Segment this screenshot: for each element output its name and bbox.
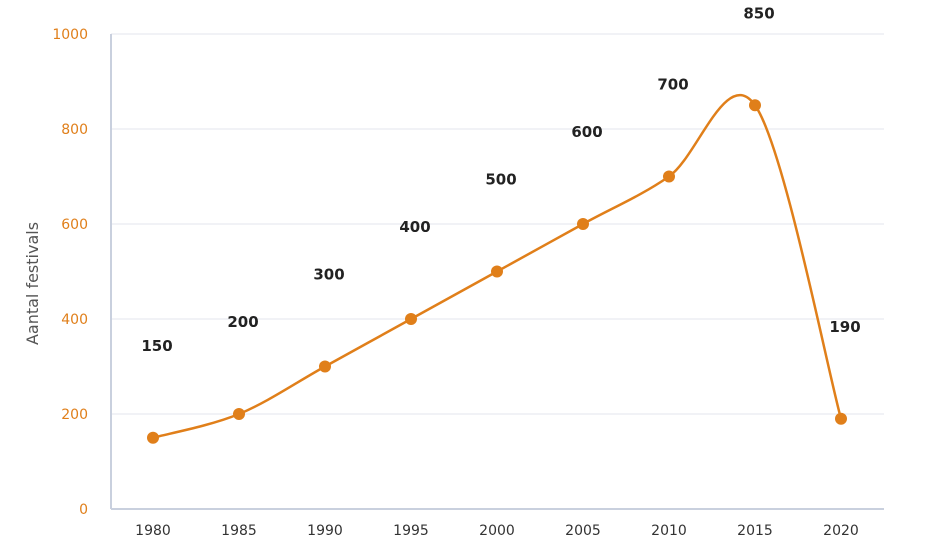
y-tick-label: 800 bbox=[61, 122, 88, 138]
x-tick-labels: 1980 1985 1990 1995 2000 2005 2010 2015 2020 bbox=[135, 523, 859, 539]
data-point-1990 bbox=[319, 360, 331, 373]
x-tick-label: 2010 bbox=[651, 523, 687, 539]
x-tick-label: 1980 bbox=[135, 523, 171, 539]
data-points bbox=[147, 99, 847, 444]
x-tick-label: 2005 bbox=[565, 523, 601, 539]
y-tick-label: 0 bbox=[79, 502, 88, 518]
grid bbox=[111, 33, 884, 415]
series-line bbox=[152, 94, 843, 439]
y-axis-label: Aantal festivals bbox=[23, 222, 42, 345]
data-point-1985 bbox=[233, 408, 245, 420]
y-tick-label: 400 bbox=[61, 312, 88, 328]
x-tick-label: 2015 bbox=[737, 523, 773, 539]
y-tick-labels: 0 200 400 600 800 1000 bbox=[52, 27, 88, 518]
data-label: 850 bbox=[743, 4, 774, 22]
data-point-2005 bbox=[577, 218, 589, 230]
x-tick-label: 2000 bbox=[479, 523, 515, 539]
data-point-1995 bbox=[405, 313, 417, 325]
data-labels: 150 200 300 400 500 600 700 850 190 bbox=[141, 4, 860, 355]
data-point-2000 bbox=[491, 265, 503, 278]
x-tick-label: 1995 bbox=[393, 523, 429, 539]
y-tick-label: 200 bbox=[61, 407, 88, 423]
data-label: 300 bbox=[313, 266, 344, 284]
data-point-2010 bbox=[663, 170, 675, 183]
x-tick-label: 1990 bbox=[307, 523, 343, 539]
data-point-2015 bbox=[749, 99, 761, 112]
data-point-1980 bbox=[147, 431, 159, 444]
data-label: 600 bbox=[571, 123, 602, 141]
x-tick-label: 1985 bbox=[221, 523, 257, 539]
data-label: 200 bbox=[227, 313, 258, 331]
data-label: 150 bbox=[141, 337, 172, 355]
x-tick-label: 2020 bbox=[823, 523, 859, 539]
data-label: 190 bbox=[829, 318, 860, 336]
data-point-2020 bbox=[835, 412, 847, 425]
data-label: 700 bbox=[657, 76, 688, 94]
data-label: 400 bbox=[399, 218, 430, 236]
data-label: 500 bbox=[485, 171, 516, 189]
y-tick-label: 1000 bbox=[52, 27, 88, 43]
y-tick-label: 600 bbox=[61, 217, 88, 233]
